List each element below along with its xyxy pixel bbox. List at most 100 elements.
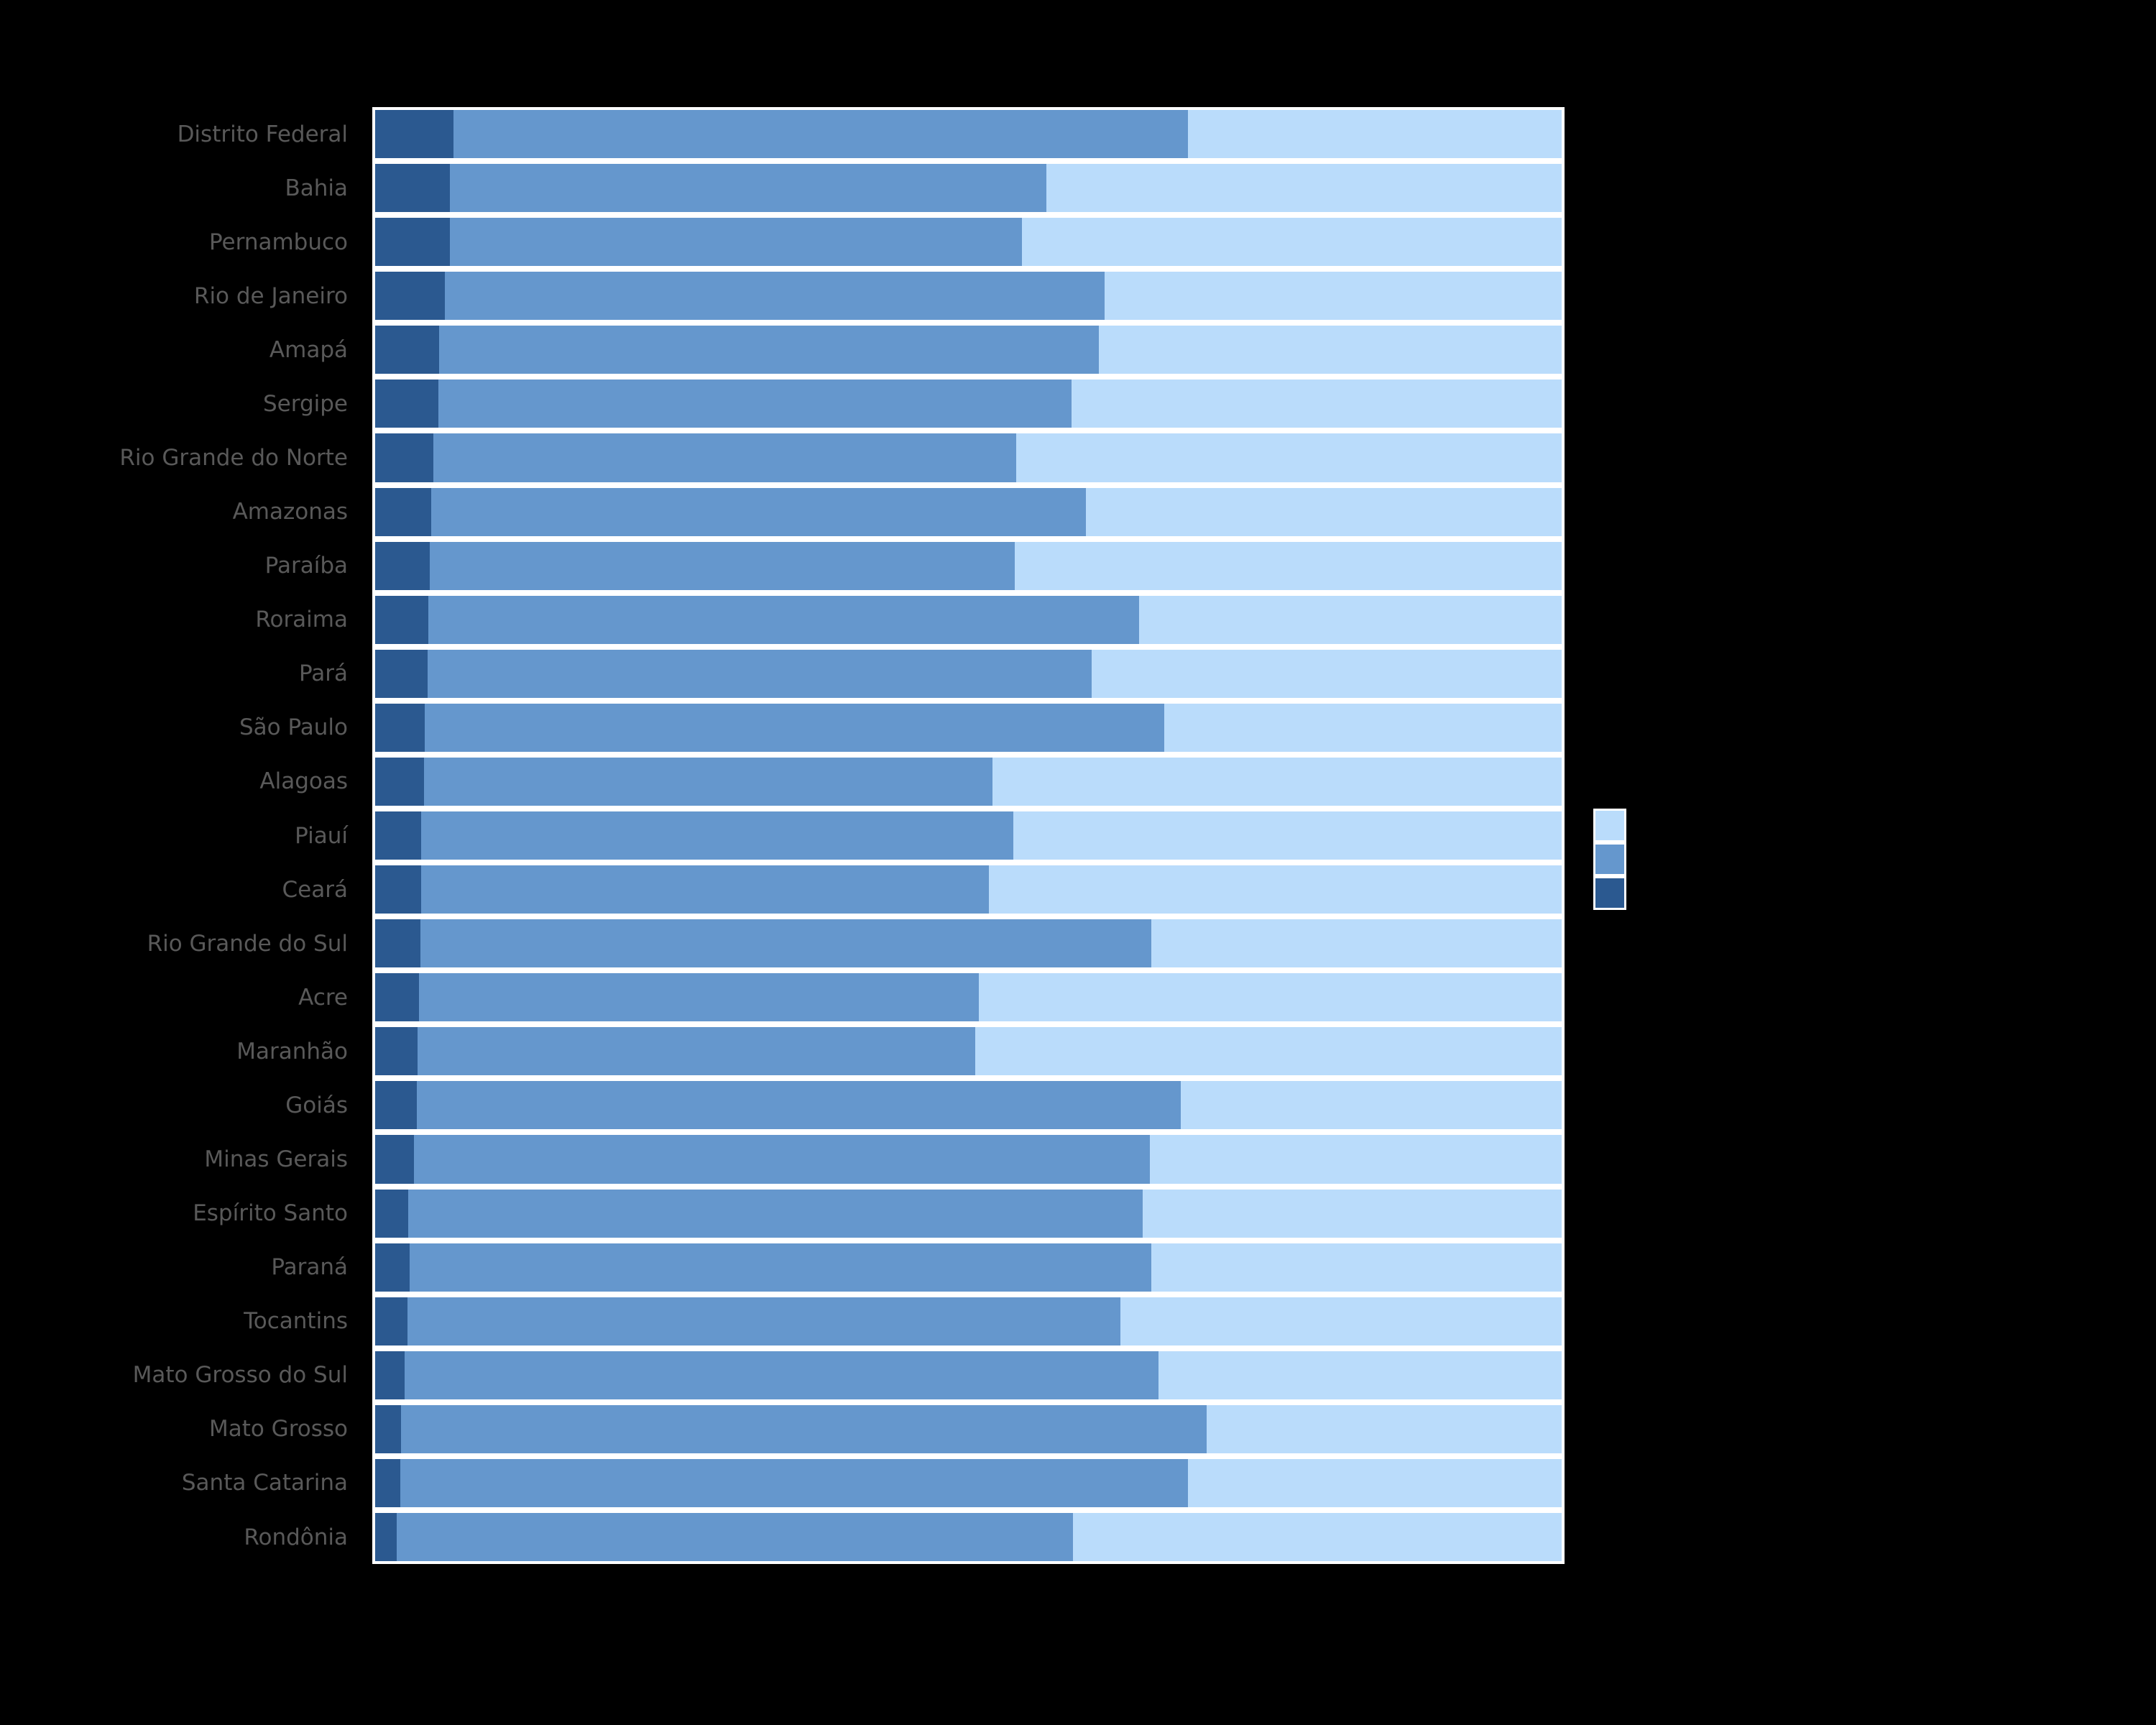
bar-segment-medium [401,1404,1207,1453]
plot-area [372,107,1565,1565]
bar-row [372,1348,1565,1402]
y-axis-label: Alagoas [259,768,348,795]
y-axis-label: Rio de Janeiro [193,282,348,309]
legend-swatch-dark [1593,876,1626,910]
bar-row [372,1078,1565,1133]
bar-segment-light [992,757,1562,806]
bar-row [372,1510,1565,1565]
bar-segment-dark [375,919,420,968]
bar-segment-light [1105,272,1562,321]
bar-segment-medium [405,1351,1158,1399]
bar-segment-medium [408,1189,1143,1238]
y-axis-label: Paraíba [264,553,348,579]
y-axis-label: Acre [298,984,348,1011]
bar-segment-light [1046,164,1562,213]
y-axis-label: Goiás [285,1092,348,1118]
bar-segment-light [1021,218,1562,267]
bar-row [372,538,1565,593]
legend-swatch-light [1593,809,1626,842]
bar-row [372,592,1565,647]
bar-segment-medium [428,595,1140,644]
bar-segment-medium [416,1081,1181,1130]
bar-segment-dark [375,1297,407,1346]
bar-segment-light [1099,326,1562,374]
bar-segment-dark [375,272,446,321]
y-axis-label: Amazonas [232,499,348,525]
bar-segment-dark [375,541,430,590]
bar-segment-medium [420,919,1151,968]
bar-segment-dark [375,1351,405,1399]
bar-segment-medium [418,1027,976,1076]
bar-row [372,970,1565,1025]
y-axis-label: Tocantins [244,1308,348,1335]
bar-segment-light [1014,541,1562,590]
bar-row [372,916,1565,971]
bar-segment-medium [433,433,1016,482]
y-axis-label: Mato Grosso [208,1416,348,1443]
bar-segment-medium [421,811,1014,860]
bar-row [372,1186,1565,1241]
bar-segment-light [1150,1135,1562,1184]
bar-row [372,1455,1565,1511]
bar-row [372,646,1565,701]
bar-segment-light [1187,110,1562,159]
bar-row [372,431,1565,485]
bar-segment-light [1164,703,1562,752]
y-axis-label: Sergipe [263,390,348,417]
bar-segment-medium [400,1458,1188,1508]
bar-segment-light [1158,1351,1562,1399]
bar-segment-dark [375,1243,410,1292]
bar-segment-light [1151,919,1562,968]
y-axis-label: Amapá [269,336,348,363]
bar-segment-dark [375,433,433,482]
bar-row [372,754,1565,809]
bar-row [372,1402,1565,1456]
y-axis-label: Rondônia [244,1524,348,1550]
bar-segment-dark [375,380,438,428]
bar-segment-dark [375,703,425,752]
y-axis-label: São Paulo [239,714,348,741]
bar-segment-medium [445,272,1105,321]
y-axis-label: Paraná [271,1254,348,1281]
bar-segment-medium [409,1243,1151,1292]
stacked-bar-chart: Distrito Federal Bahia Pernambuco Rio de Ja… [0,107,1565,1565]
bar-segment-dark [375,1027,418,1076]
bar-segment-light [1187,1458,1562,1508]
bar-segment-medium [419,973,980,1022]
y-axis-label: Mato Grosso do Sul [132,1362,348,1389]
bar-segment-medium [396,1513,1073,1562]
bar-row [372,1240,1565,1294]
bar-segment-dark [375,865,422,914]
bar-segment-medium [407,1297,1120,1346]
bar-segment-light [1143,1189,1562,1238]
bar-segment-dark [375,218,450,267]
y-axis-label: Roraima [255,607,348,633]
bar-row [372,269,1565,323]
bar-segment-dark [375,1458,400,1508]
bar-segment-dark [375,326,440,374]
bar-segment-medium [423,757,992,806]
bar-segment-dark [375,164,450,213]
bar-segment-dark [375,1135,415,1184]
bar-row [372,700,1565,755]
bar-segment-dark [375,595,429,644]
y-axis-label: Piauí [295,822,348,849]
bar-segment-light [988,865,1562,914]
y-axis-label: Rio Grande do Sul [147,930,348,957]
bar-segment-dark [375,110,453,159]
bar-segment-light [1207,1404,1562,1453]
bar-segment-dark [375,973,420,1022]
bar-segment-medium [438,380,1072,428]
bar-segment-dark [375,1513,397,1562]
bar-row [372,323,1565,377]
y-axis-label: Ceará [282,876,348,903]
bar-row [372,862,1565,917]
bar-segment-medium [439,326,1100,374]
bar-row [372,377,1565,431]
bar-segment-dark [375,1189,409,1238]
bar-row [372,1024,1565,1079]
bar-segment-light [979,973,1562,1022]
bar-segment-light [1092,649,1562,698]
y-axis-label: Bahia [285,175,348,201]
bar-segment-light [1151,1243,1562,1292]
